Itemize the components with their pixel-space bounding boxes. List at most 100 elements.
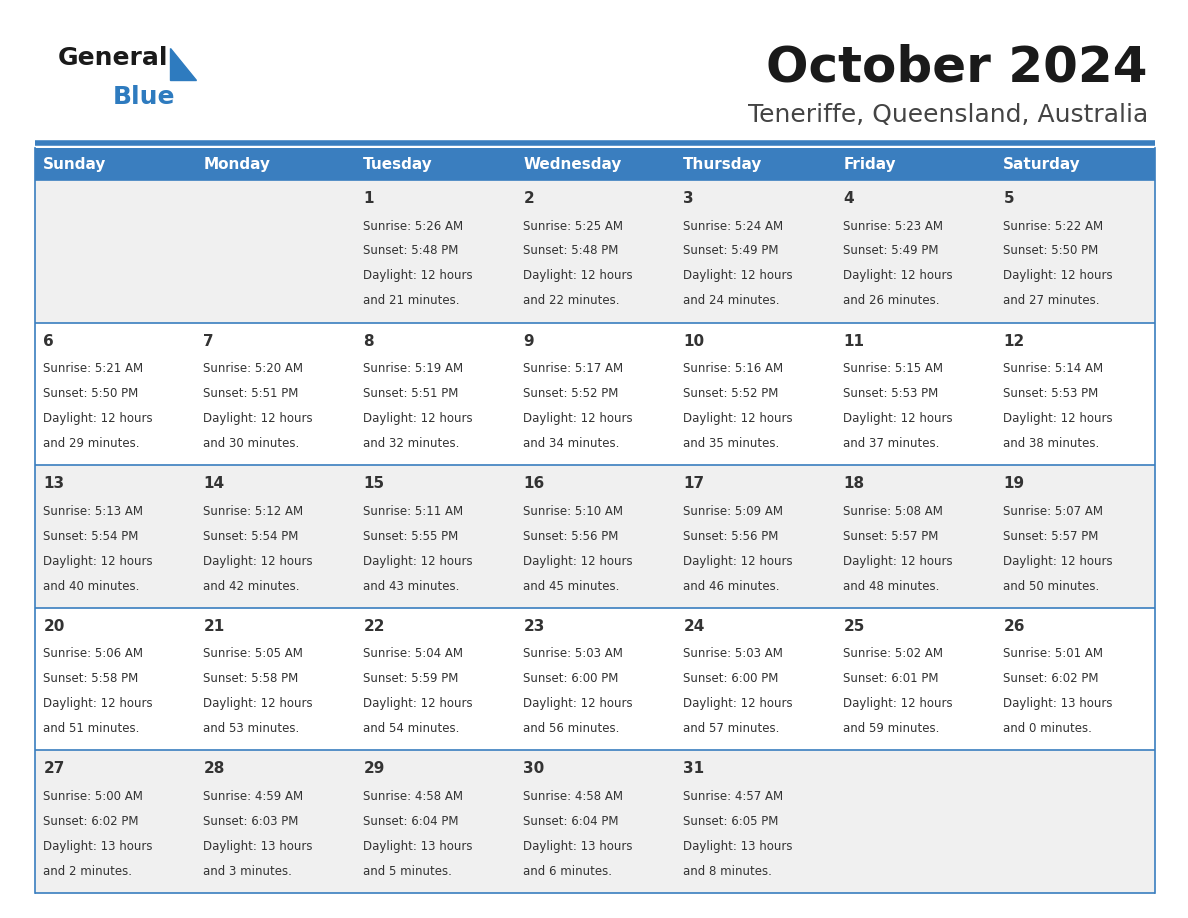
Polygon shape bbox=[170, 48, 196, 80]
Bar bbox=[34, 465, 1155, 608]
Text: Sunrise: 5:01 AM: Sunrise: 5:01 AM bbox=[1004, 647, 1104, 660]
Text: 18: 18 bbox=[843, 476, 865, 491]
Text: Sunrise: 5:03 AM: Sunrise: 5:03 AM bbox=[524, 647, 624, 660]
Text: 9: 9 bbox=[524, 333, 533, 349]
Text: 15: 15 bbox=[364, 476, 385, 491]
Text: 24: 24 bbox=[683, 619, 704, 633]
Text: Sunset: 6:00 PM: Sunset: 6:00 PM bbox=[683, 672, 778, 686]
Text: 19: 19 bbox=[1004, 476, 1024, 491]
Text: Sunset: 5:57 PM: Sunset: 5:57 PM bbox=[1004, 530, 1099, 543]
Text: Sunset: 5:49 PM: Sunset: 5:49 PM bbox=[683, 244, 779, 257]
Text: 23: 23 bbox=[524, 619, 544, 633]
Text: Daylight: 12 hours: Daylight: 12 hours bbox=[1004, 412, 1113, 425]
Text: Sunrise: 5:21 AM: Sunrise: 5:21 AM bbox=[43, 362, 144, 375]
Text: Sunset: 6:01 PM: Sunset: 6:01 PM bbox=[843, 672, 939, 686]
Text: Monday: Monday bbox=[203, 156, 271, 172]
Text: Sunrise: 5:26 AM: Sunrise: 5:26 AM bbox=[364, 219, 463, 232]
Text: Daylight: 12 hours: Daylight: 12 hours bbox=[43, 412, 153, 425]
Text: Daylight: 12 hours: Daylight: 12 hours bbox=[683, 554, 792, 567]
Text: and 59 minutes.: and 59 minutes. bbox=[843, 722, 940, 735]
Text: 29: 29 bbox=[364, 761, 385, 777]
Text: and 32 minutes.: and 32 minutes. bbox=[364, 437, 460, 450]
Text: 4: 4 bbox=[843, 191, 854, 206]
Text: General: General bbox=[58, 46, 169, 70]
Text: Sunset: 5:50 PM: Sunset: 5:50 PM bbox=[43, 387, 139, 400]
Text: and 24 minutes.: and 24 minutes. bbox=[683, 295, 779, 308]
Text: Sunrise: 5:11 AM: Sunrise: 5:11 AM bbox=[364, 505, 463, 518]
Text: Daylight: 12 hours: Daylight: 12 hours bbox=[364, 270, 473, 283]
Text: Sunset: 5:52 PM: Sunset: 5:52 PM bbox=[683, 387, 778, 400]
Text: and 21 minutes.: and 21 minutes. bbox=[364, 295, 460, 308]
Text: Sunrise: 5:09 AM: Sunrise: 5:09 AM bbox=[683, 505, 783, 518]
Text: and 43 minutes.: and 43 minutes. bbox=[364, 579, 460, 593]
Text: Sunset: 6:03 PM: Sunset: 6:03 PM bbox=[203, 815, 298, 828]
Text: and 38 minutes.: and 38 minutes. bbox=[1004, 437, 1100, 450]
Text: and 0 minutes.: and 0 minutes. bbox=[1004, 722, 1092, 735]
Text: Sunset: 6:02 PM: Sunset: 6:02 PM bbox=[1004, 672, 1099, 686]
Text: and 26 minutes.: and 26 minutes. bbox=[843, 295, 940, 308]
Text: Daylight: 12 hours: Daylight: 12 hours bbox=[203, 554, 312, 567]
Text: Sunrise: 5:22 AM: Sunrise: 5:22 AM bbox=[1004, 219, 1104, 232]
Text: Sunrise: 5:05 AM: Sunrise: 5:05 AM bbox=[203, 647, 303, 660]
Text: 12: 12 bbox=[1004, 333, 1024, 349]
Text: Sunrise: 5:17 AM: Sunrise: 5:17 AM bbox=[524, 362, 624, 375]
Text: Sunset: 6:04 PM: Sunset: 6:04 PM bbox=[524, 815, 619, 828]
Text: and 27 minutes.: and 27 minutes. bbox=[1004, 295, 1100, 308]
Bar bbox=[34, 608, 1155, 750]
Text: 11: 11 bbox=[843, 333, 865, 349]
Text: Daylight: 12 hours: Daylight: 12 hours bbox=[1004, 554, 1113, 567]
Text: Sunset: 5:55 PM: Sunset: 5:55 PM bbox=[364, 530, 459, 543]
Text: 8: 8 bbox=[364, 333, 374, 349]
Text: Daylight: 12 hours: Daylight: 12 hours bbox=[843, 270, 953, 283]
Text: and 6 minutes.: and 6 minutes. bbox=[524, 865, 612, 878]
Text: 3: 3 bbox=[683, 191, 694, 206]
Text: and 22 minutes.: and 22 minutes. bbox=[524, 295, 620, 308]
Text: 16: 16 bbox=[524, 476, 544, 491]
Text: and 50 minutes.: and 50 minutes. bbox=[1004, 579, 1100, 593]
Text: Daylight: 12 hours: Daylight: 12 hours bbox=[1004, 270, 1113, 283]
Text: Daylight: 13 hours: Daylight: 13 hours bbox=[1004, 698, 1113, 711]
Text: and 29 minutes.: and 29 minutes. bbox=[43, 437, 140, 450]
Text: Sunset: 5:51 PM: Sunset: 5:51 PM bbox=[364, 387, 459, 400]
Text: Sunset: 5:48 PM: Sunset: 5:48 PM bbox=[524, 244, 619, 257]
Text: and 8 minutes.: and 8 minutes. bbox=[683, 865, 772, 878]
Text: Sunrise: 5:10 AM: Sunrise: 5:10 AM bbox=[524, 505, 624, 518]
Text: 31: 31 bbox=[683, 761, 704, 777]
Text: Daylight: 12 hours: Daylight: 12 hours bbox=[203, 412, 312, 425]
Text: Sunset: 5:58 PM: Sunset: 5:58 PM bbox=[43, 672, 139, 686]
Text: and 53 minutes.: and 53 minutes. bbox=[203, 722, 299, 735]
Text: and 5 minutes.: and 5 minutes. bbox=[364, 865, 453, 878]
Text: October 2024: October 2024 bbox=[766, 43, 1148, 91]
Text: Sunrise: 5:16 AM: Sunrise: 5:16 AM bbox=[683, 362, 783, 375]
Text: Daylight: 12 hours: Daylight: 12 hours bbox=[843, 554, 953, 567]
Text: Daylight: 12 hours: Daylight: 12 hours bbox=[843, 698, 953, 711]
Text: Sunrise: 4:59 AM: Sunrise: 4:59 AM bbox=[203, 789, 303, 803]
Text: Sunrise: 5:13 AM: Sunrise: 5:13 AM bbox=[43, 505, 144, 518]
Text: 25: 25 bbox=[843, 619, 865, 633]
Text: Sunset: 5:54 PM: Sunset: 5:54 PM bbox=[43, 530, 139, 543]
Text: 10: 10 bbox=[683, 333, 704, 349]
Text: Sunrise: 5:20 AM: Sunrise: 5:20 AM bbox=[203, 362, 303, 375]
Text: and 35 minutes.: and 35 minutes. bbox=[683, 437, 779, 450]
Text: Daylight: 12 hours: Daylight: 12 hours bbox=[43, 554, 153, 567]
Text: Sunrise: 5:07 AM: Sunrise: 5:07 AM bbox=[1004, 505, 1104, 518]
Text: Thursday: Thursday bbox=[683, 156, 763, 172]
Text: Daylight: 12 hours: Daylight: 12 hours bbox=[203, 698, 312, 711]
Text: Sunrise: 5:25 AM: Sunrise: 5:25 AM bbox=[524, 219, 624, 232]
Text: Sunrise: 5:06 AM: Sunrise: 5:06 AM bbox=[43, 647, 144, 660]
Text: and 54 minutes.: and 54 minutes. bbox=[364, 722, 460, 735]
Text: 26: 26 bbox=[1004, 619, 1025, 633]
Text: 5: 5 bbox=[1004, 191, 1013, 206]
Text: Daylight: 13 hours: Daylight: 13 hours bbox=[524, 840, 633, 853]
Text: Friday: Friday bbox=[843, 156, 896, 172]
Text: Sunrise: 5:03 AM: Sunrise: 5:03 AM bbox=[683, 647, 783, 660]
Text: and 45 minutes.: and 45 minutes. bbox=[524, 579, 620, 593]
Text: and 42 minutes.: and 42 minutes. bbox=[203, 579, 299, 593]
Text: Sunset: 6:00 PM: Sunset: 6:00 PM bbox=[524, 672, 619, 686]
Text: Sunset: 6:02 PM: Sunset: 6:02 PM bbox=[43, 815, 139, 828]
Text: Sunset: 5:52 PM: Sunset: 5:52 PM bbox=[524, 387, 619, 400]
Text: Daylight: 12 hours: Daylight: 12 hours bbox=[683, 412, 792, 425]
Text: Daylight: 12 hours: Daylight: 12 hours bbox=[524, 270, 633, 283]
Text: Daylight: 12 hours: Daylight: 12 hours bbox=[843, 412, 953, 425]
Text: Sunset: 5:51 PM: Sunset: 5:51 PM bbox=[203, 387, 298, 400]
